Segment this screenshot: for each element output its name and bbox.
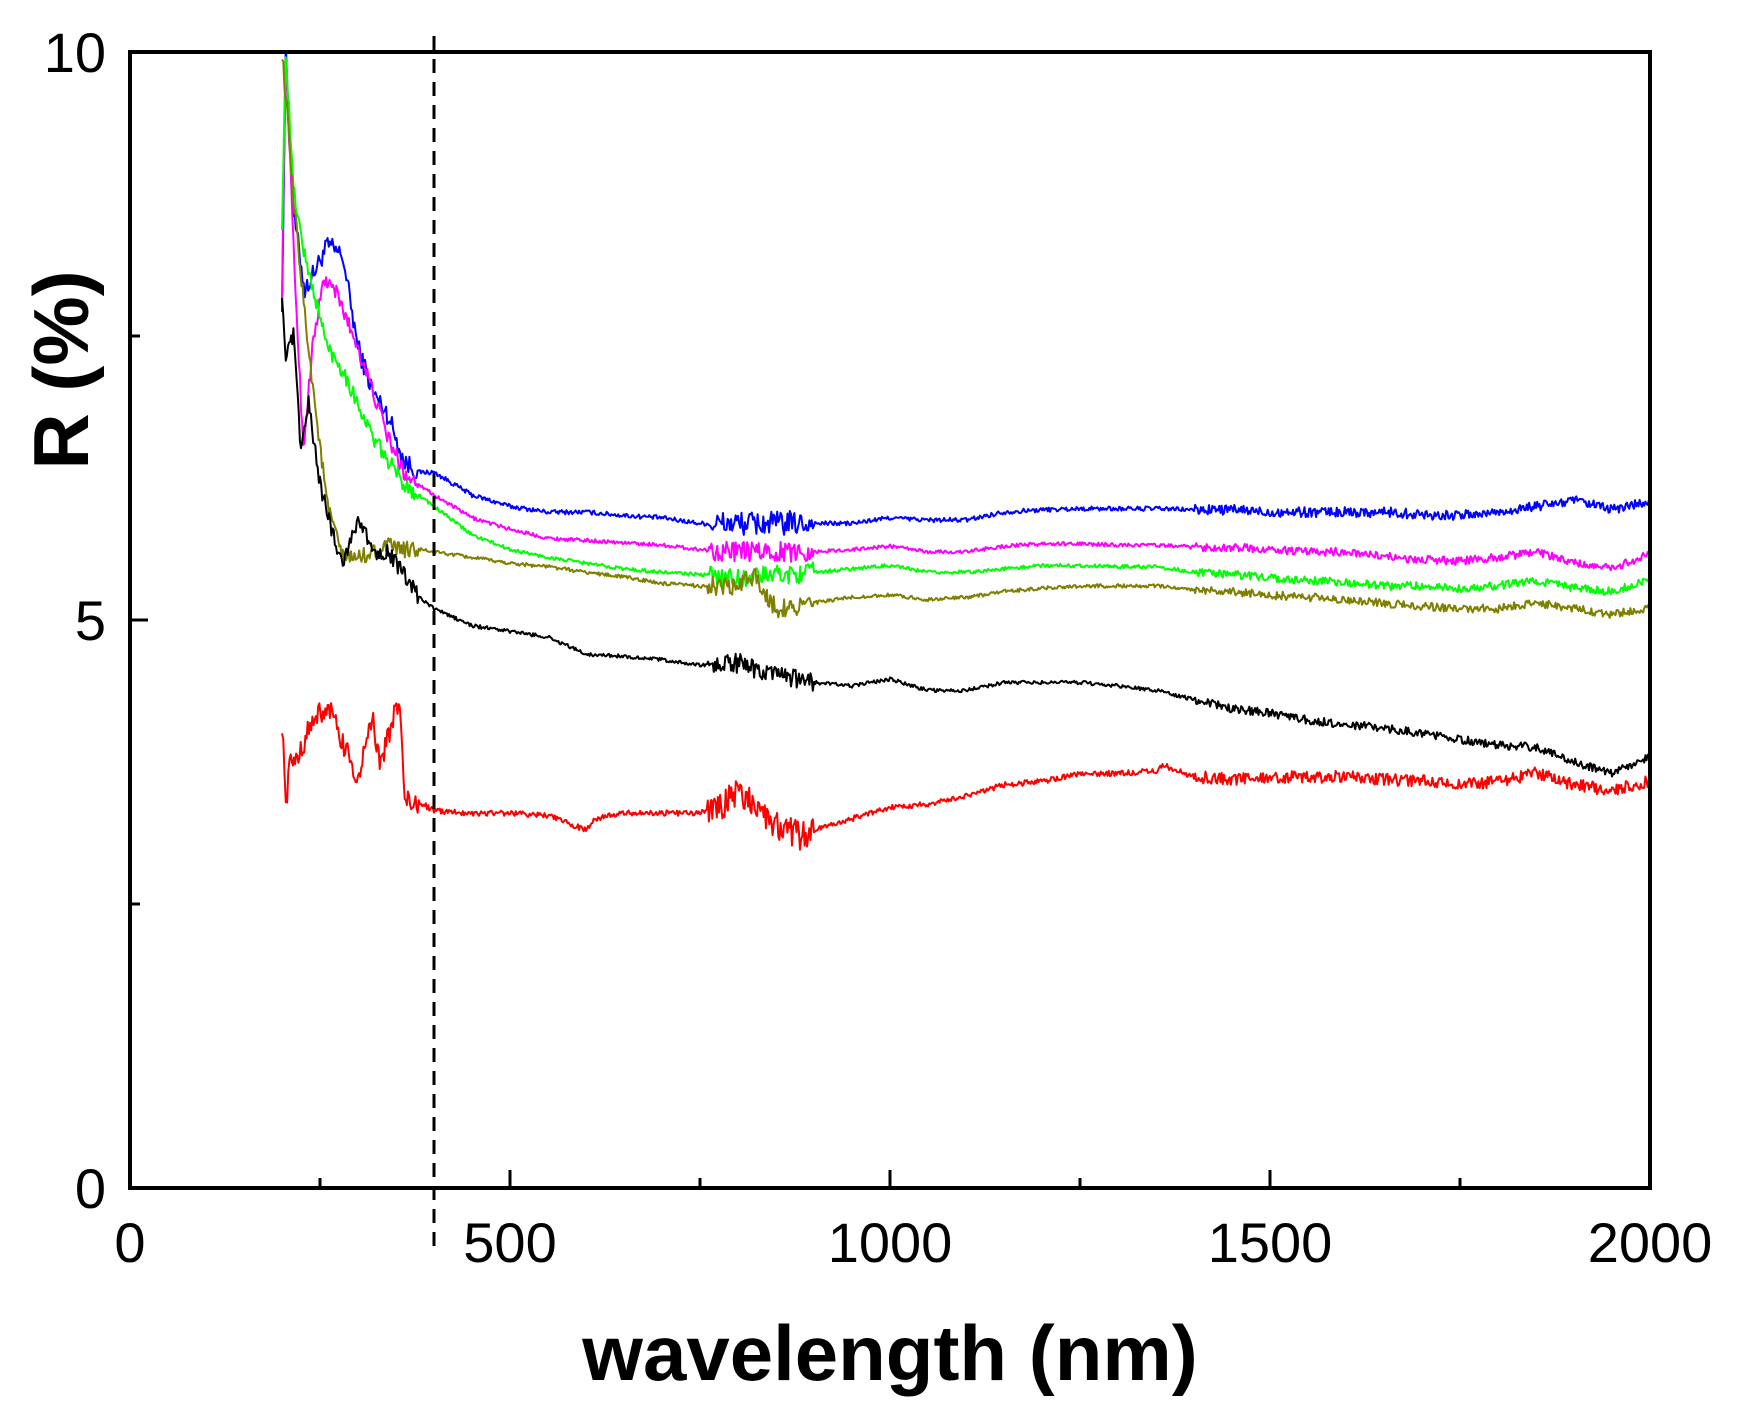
series-line-green <box>281 56 1650 596</box>
x-tick-label: 2000 <box>1588 1211 1713 1274</box>
series-line-blue <box>281 52 1650 536</box>
series-line-black <box>281 298 1650 778</box>
x-tick-label: 1500 <box>1208 1211 1333 1274</box>
x-tick-label: 0 <box>114 1211 145 1274</box>
plot-frame <box>128 50 1652 1190</box>
x-tick-label: 500 <box>463 1211 556 1274</box>
series-line-olive <box>281 58 1650 619</box>
series-layer <box>281 52 1650 851</box>
y-tick-label: 5 <box>75 589 106 652</box>
y-tick-label: 0 <box>75 1157 106 1220</box>
x-tick-label: 1000 <box>828 1211 953 1274</box>
tick-label-layer: 0 500 1000 1500 2000 0 5 10 <box>44 21 1713 1274</box>
y-tick-label: 10 <box>44 21 106 84</box>
series-line-red <box>281 702 1650 851</box>
series-line-magenta <box>281 57 1650 572</box>
y-axis-title: R (%) <box>17 270 105 469</box>
x-axis-title: wavelength (nm) <box>581 1309 1197 1397</box>
